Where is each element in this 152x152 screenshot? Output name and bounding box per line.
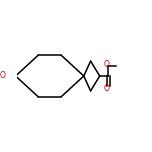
Text: O: O xyxy=(104,60,110,69)
Text: O: O xyxy=(104,84,110,93)
Text: O: O xyxy=(0,71,6,81)
